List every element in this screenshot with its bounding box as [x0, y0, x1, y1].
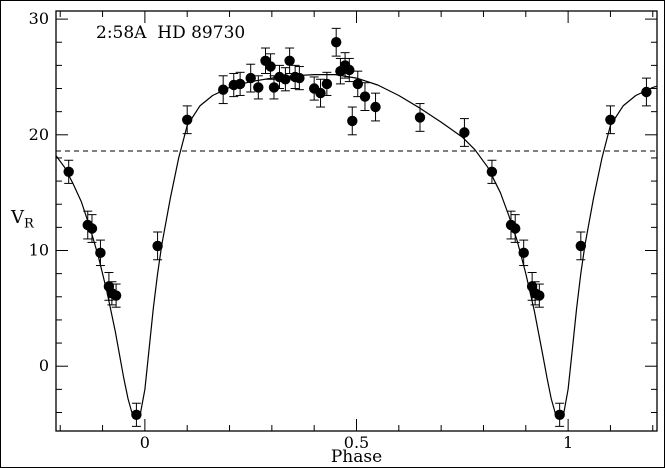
- y-axis-label-sub: R: [24, 216, 34, 232]
- y-tick-label: 0: [39, 356, 49, 375]
- x-axis-label: Phase: [330, 447, 383, 467]
- fit-curve: [55, 74, 658, 420]
- x-tick-label: 0: [140, 433, 150, 452]
- data-point: [131, 409, 142, 420]
- y-axis-label: VR: [11, 207, 34, 232]
- data-point: [63, 166, 74, 177]
- data-point: [284, 55, 295, 66]
- data-point: [331, 37, 342, 48]
- data-point: [265, 61, 276, 72]
- y-axis-label-main: V: [11, 207, 24, 228]
- data-point: [245, 72, 256, 84]
- data-point: [110, 290, 122, 301]
- data-point: [86, 223, 98, 234]
- y-tick-label: 10: [29, 241, 49, 260]
- data-point: [280, 74, 291, 85]
- y-tick-label: 30: [29, 9, 49, 28]
- data-point: [294, 72, 305, 84]
- data-point: [518, 247, 529, 258]
- data-point: [605, 114, 616, 126]
- data-point: [575, 240, 586, 252]
- y-tick-label: 20: [29, 125, 49, 144]
- data-point: [352, 78, 363, 90]
- data-point: [268, 82, 280, 93]
- data-point: [641, 86, 652, 98]
- x-tick-label: 1: [563, 433, 573, 452]
- data-point: [554, 409, 565, 420]
- data-point: [344, 64, 355, 76]
- plot-frame: [55, 10, 658, 432]
- data-point: [321, 78, 333, 90]
- data-point: [347, 115, 358, 127]
- data-point: [182, 114, 193, 126]
- data-point: [95, 247, 106, 258]
- data-point: [234, 78, 246, 90]
- data-point: [414, 112, 426, 123]
- x-tick-label: 0.5: [344, 433, 369, 452]
- data-point: [315, 87, 326, 99]
- data-point: [359, 91, 371, 102]
- data-point: [370, 101, 381, 113]
- data-point: [152, 240, 163, 252]
- data-point: [534, 290, 545, 301]
- data-point: [486, 166, 498, 177]
- data-point: [253, 82, 264, 93]
- data-point: [510, 223, 521, 234]
- plot-annotation-title: 2:58A HD 89730: [96, 23, 246, 43]
- data-point: [459, 127, 470, 138]
- data-point: [218, 84, 229, 95]
